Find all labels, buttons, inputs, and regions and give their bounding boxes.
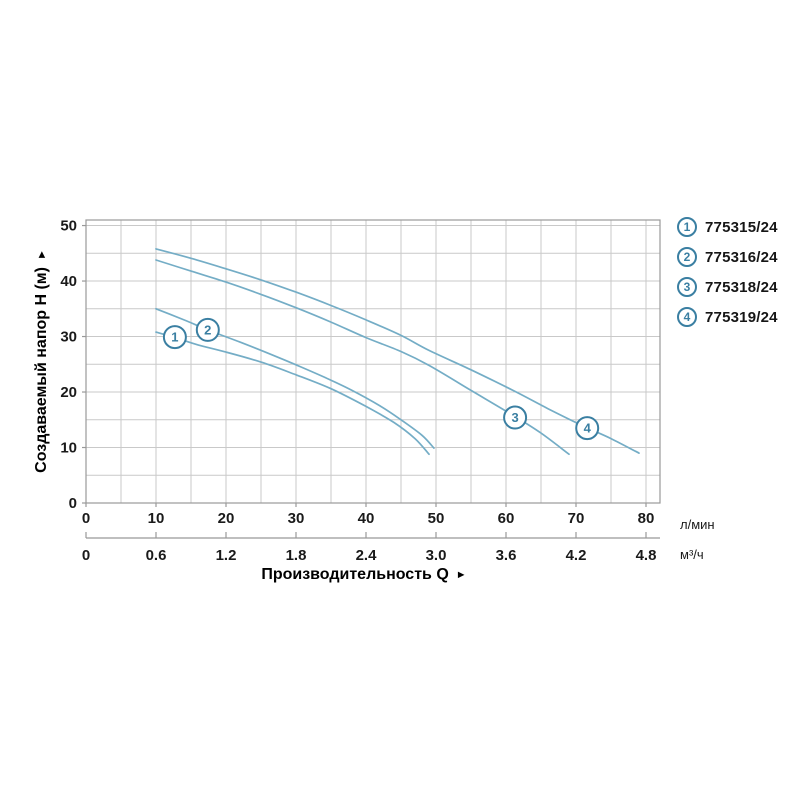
x-tick-label: 60 bbox=[498, 510, 515, 527]
legend-number-2: 2 bbox=[683, 250, 691, 264]
curve-badge-1: 1 bbox=[162, 325, 187, 350]
legend-marker-circle-1: 1 bbox=[677, 217, 697, 237]
curve-badge-3: 3 bbox=[503, 405, 528, 430]
legend-marker-circle-3: 3 bbox=[677, 277, 697, 297]
legend-item-label-1: 775315/24 bbox=[705, 218, 778, 236]
grid bbox=[86, 220, 660, 503]
x-axis-title: Производительность Q ► bbox=[261, 566, 466, 583]
legend: 1 775315/24 2 775316/24 3 775318/24 4 77… bbox=[677, 217, 778, 327]
y-tick-label: 30 bbox=[60, 329, 77, 346]
x-tick-label: 10 bbox=[148, 510, 165, 527]
x-tick-label: 20 bbox=[218, 510, 235, 527]
x-tick-label: 40 bbox=[358, 510, 375, 527]
x-secondary-tick-label: 0.6 bbox=[146, 547, 167, 564]
x-secondary-unit: м³/ч bbox=[680, 547, 704, 562]
x-secondary-tick-label: 3.0 bbox=[426, 547, 447, 564]
x-tick-label: 50 bbox=[428, 510, 445, 527]
y-axis: 0 10 20 30 40 50 bbox=[60, 218, 86, 512]
curves bbox=[155, 248, 640, 456]
y-tick-label: 50 bbox=[60, 218, 77, 235]
plot-border bbox=[85, 219, 661, 504]
x-tick-label: 70 bbox=[568, 510, 585, 527]
curve-badge-number: 1 bbox=[171, 330, 178, 345]
legend-item-1: 1 775315/24 bbox=[677, 217, 778, 237]
x-tick-label: 80 bbox=[638, 510, 655, 527]
y-tick-label: 10 bbox=[60, 440, 77, 457]
curve-badge-4: 4 bbox=[575, 416, 600, 441]
legend-item-2: 2 775316/24 bbox=[677, 247, 778, 267]
y-tick-label: 0 bbox=[69, 495, 77, 512]
curve-badge-2: 2 bbox=[195, 317, 220, 342]
curve-badge-number: 4 bbox=[584, 421, 592, 436]
x-secondary-tick-label: 4.2 bbox=[566, 547, 587, 564]
x-primary-unit: л/мин bbox=[680, 517, 715, 532]
y-tick-label: 20 bbox=[60, 384, 77, 401]
x-tick-label: 0 bbox=[82, 510, 90, 527]
curve-4 bbox=[155, 248, 640, 454]
curve-badge-number: 2 bbox=[204, 322, 211, 337]
legend-number-1: 1 bbox=[683, 220, 691, 234]
legend-marker-circle-2: 2 bbox=[677, 247, 697, 267]
legend-number-4: 4 bbox=[683, 310, 691, 324]
y-axis-title: Создаваемый напор H (м)► bbox=[33, 249, 50, 473]
legend-item-label-2: 775316/24 bbox=[705, 248, 778, 266]
curve-badge-number: 3 bbox=[511, 410, 518, 425]
legend-item-3: 3 775318/24 bbox=[677, 277, 778, 297]
x-secondary-tick-label: 1.8 bbox=[286, 547, 307, 564]
x-secondary-tick-label: 4.8 bbox=[636, 547, 657, 564]
x-secondary-tick-label: 2.4 bbox=[356, 547, 378, 564]
x-secondary-tick-label: 1.2 bbox=[216, 547, 237, 564]
x-axis-secondary: 0 0.6 1.2 1.8 2.4 3.0 3.6 4.2 4.8 м³/ч bbox=[82, 532, 704, 564]
curve-1 bbox=[155, 331, 430, 456]
y-tick-label: 40 bbox=[60, 273, 77, 290]
x-secondary-tick-label: 3.6 bbox=[496, 547, 517, 564]
x-axis-primary: 0 10 20 30 40 50 60 70 80 л/мин bbox=[82, 503, 715, 532]
legend-item-label-3: 775318/24 bbox=[705, 278, 778, 296]
x-secondary-tick-label: 0 bbox=[82, 547, 90, 564]
legend-number-3: 3 bbox=[683, 280, 691, 294]
legend-item-label-4: 775319/24 bbox=[705, 308, 778, 326]
legend-marker-circle-4: 4 bbox=[677, 307, 697, 327]
legend-item-4: 4 775319/24 bbox=[677, 307, 778, 327]
x-tick-label: 30 bbox=[288, 510, 305, 527]
